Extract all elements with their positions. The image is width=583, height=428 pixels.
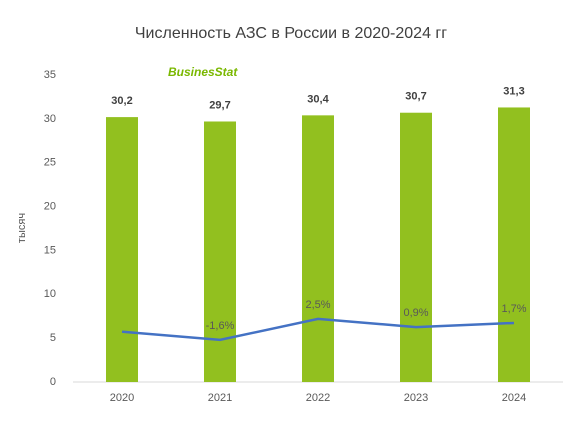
y-tick-label: 20	[44, 200, 56, 212]
x-tick-label: 2022	[306, 392, 330, 404]
bar	[106, 117, 138, 383]
data-label: -1,6%	[206, 320, 235, 332]
x-tick-label: 2024	[502, 392, 526, 404]
x-tick-label: 2021	[208, 392, 232, 404]
data-label: 30,2	[111, 95, 132, 107]
y-tick-label: 30	[44, 113, 56, 125]
data-label: 30,7	[405, 91, 426, 103]
x-tick-label: 2023	[404, 392, 428, 404]
bar	[204, 121, 236, 382]
data-label: 2,5%	[305, 299, 330, 311]
x-tick-label: 2020	[110, 392, 134, 404]
data-label: 1,7%	[501, 303, 526, 315]
chart-title: Численность АЗС в России в 2020-2024 гг	[135, 25, 447, 42]
bar	[400, 112, 432, 383]
line	[121, 317, 515, 342]
y-axis-label: тысяч	[16, 213, 28, 243]
y-tick-label: 25	[44, 157, 56, 169]
data-label: 30,4	[307, 93, 329, 105]
bar	[498, 107, 530, 382]
logo: BusinesStat	[168, 65, 238, 79]
y-tick-label: 10	[44, 288, 56, 300]
y-tick-label: 35	[44, 69, 56, 81]
data-label: 29,7	[209, 99, 230, 111]
data-label: 31,3	[503, 85, 524, 97]
y-tick-label: 15	[44, 244, 56, 256]
data-label: 0,9%	[403, 307, 428, 319]
y-tick-label: 0	[50, 376, 56, 388]
bar	[302, 115, 334, 382]
y-tick-label: 5	[50, 332, 56, 344]
